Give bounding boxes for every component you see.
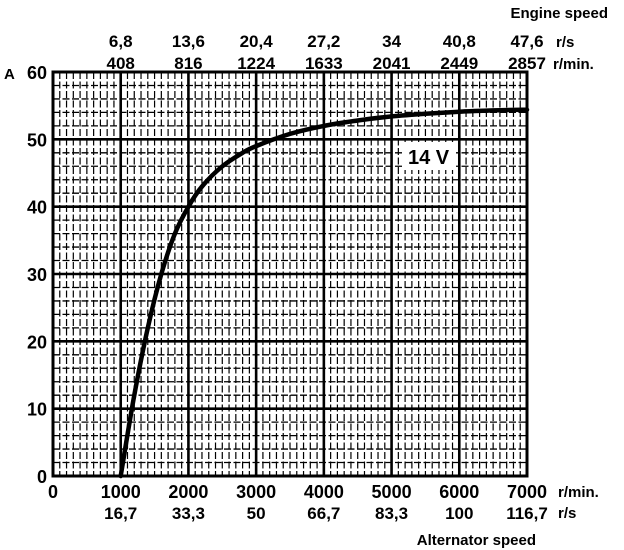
annotation-14v: 14 V — [408, 147, 450, 169]
x-sub-tick-label: 16,7 — [104, 504, 137, 523]
top-rpm-label: 408 — [107, 54, 135, 73]
top-rpm-unit: r/min. — [553, 56, 594, 73]
x-tick-label: 3000 — [236, 482, 276, 502]
top-rs-label: 6,8 — [109, 32, 133, 51]
top-rs-unit: r/s — [556, 34, 574, 51]
x-tick-label: 7000 — [507, 482, 547, 502]
x-sub-tick-label: 66,7 — [307, 504, 340, 523]
x-axis-title: Alternator speed — [417, 532, 536, 549]
x-sub-tick-label: 116,7 — [506, 504, 548, 523]
y-tick-label: 20 — [27, 332, 47, 352]
top-rpm-label: 1633 — [305, 54, 343, 73]
top-rpm-label: 2857 — [508, 54, 546, 73]
top-rs-label: 47,6 — [510, 32, 543, 51]
top-rpm-label: 2449 — [440, 54, 478, 73]
x-tick-label: 5000 — [372, 482, 412, 502]
y-tick-label: 30 — [27, 265, 47, 285]
x-sub-tick-label: 50 — [247, 504, 266, 523]
top-rs-label: 40,8 — [443, 32, 476, 51]
x-sub-tick-label: 33,3 — [172, 504, 205, 523]
plot-frame — [51, 70, 529, 478]
top-axis-title: Engine speed — [510, 5, 608, 22]
top-rs-label: 27,2 — [307, 32, 340, 51]
y-axis-label: A — [4, 66, 15, 83]
y-tick-label: 40 — [27, 198, 47, 218]
x-tick-label: 6000 — [439, 482, 479, 502]
top-rpm-label: 816 — [174, 54, 202, 73]
x-tick-label: 0 — [48, 482, 58, 502]
top-rs-label: 20,4 — [240, 32, 274, 51]
top-rs-label: 34 — [382, 32, 401, 51]
x-tick-label: 4000 — [304, 482, 344, 502]
y-tick-label: 0 — [37, 467, 47, 487]
x-unit-label: r/min. — [558, 484, 599, 501]
series-line-14v — [118, 107, 530, 479]
x-tick-label: 1000 — [101, 482, 141, 502]
top-rs-label: 13,6 — [172, 32, 205, 51]
y-tick-label: 10 — [27, 400, 47, 420]
y-tick-label: 60 — [27, 63, 47, 83]
x-tick-label: 2000 — [168, 482, 208, 502]
top-rpm-label: 2041 — [373, 54, 411, 73]
annotation-background — [403, 142, 456, 170]
x-sub-unit-label: r/s — [558, 505, 576, 522]
x-sub-tick-label: 83,3 — [375, 504, 408, 523]
y-tick-label: 50 — [27, 130, 47, 150]
top-rpm-label: 1224 — [237, 54, 275, 73]
x-sub-tick-label: 100 — [445, 504, 473, 523]
